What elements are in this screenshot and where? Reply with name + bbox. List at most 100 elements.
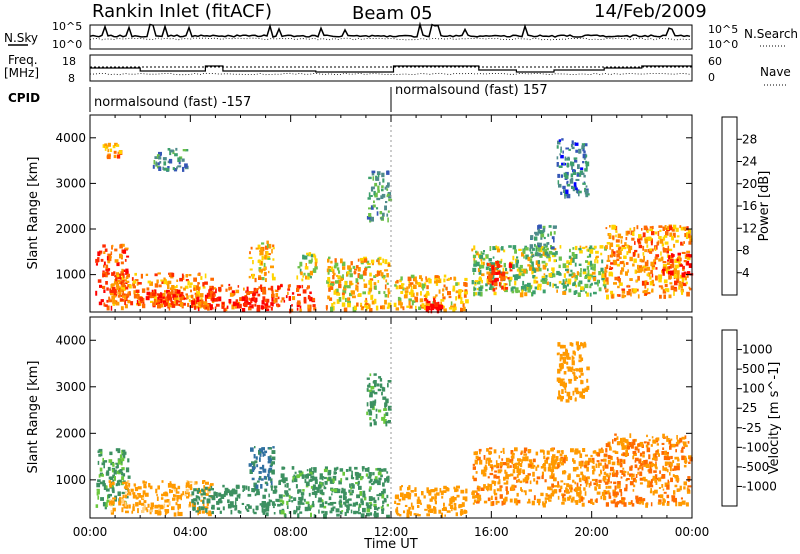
frequency-panel-frame	[89, 54, 693, 82]
echo-cell	[594, 499, 597, 503]
echo-cell	[668, 275, 672, 280]
echo-cell	[607, 475, 611, 478]
echo-cell	[553, 231, 556, 235]
echo-cell	[153, 296, 157, 301]
echo-cell	[372, 419, 376, 422]
echo-cell	[124, 501, 127, 507]
echo-cell	[681, 447, 684, 452]
echo-cell	[666, 438, 670, 442]
echo-cell	[421, 284, 426, 289]
echo-cell	[611, 294, 614, 299]
echo-cell	[638, 244, 643, 249]
echo-cell	[657, 449, 660, 453]
echo-cell	[110, 500, 115, 505]
echo-cell	[97, 257, 100, 262]
echo-cell	[542, 228, 546, 232]
echo-cell	[104, 146, 107, 151]
echo-cell	[393, 302, 397, 307]
echo-cell	[267, 476, 272, 481]
echo-cell	[368, 192, 371, 198]
echo-cell	[677, 264, 680, 268]
echo-cell	[617, 294, 621, 297]
echo-cell	[372, 400, 376, 406]
echo-cell	[552, 273, 556, 278]
echo-cell	[330, 283, 334, 286]
echo-cell	[681, 290, 684, 295]
echo-cell	[489, 460, 493, 463]
echo-cell	[378, 262, 383, 266]
echo-cell	[492, 246, 497, 251]
echo-cell	[601, 259, 604, 264]
echo-cell	[190, 289, 192, 293]
echo-cell	[540, 279, 543, 283]
echo-cell	[110, 256, 112, 259]
echo-cell	[177, 157, 181, 163]
echo-cell	[683, 241, 685, 244]
echo-cell	[411, 292, 415, 298]
echo-cell	[673, 497, 677, 503]
echo-cell	[547, 486, 552, 490]
echo-cell	[123, 451, 127, 455]
echo-cell	[167, 166, 170, 169]
echo-cell	[602, 271, 605, 274]
echo-cell	[231, 304, 235, 310]
echo-cell	[462, 306, 466, 312]
echo-cell	[260, 484, 263, 489]
echo-cell	[377, 388, 382, 392]
echo-cell	[102, 144, 105, 148]
echo-cell	[640, 259, 645, 263]
echo-cell	[99, 467, 103, 472]
echo-cell	[167, 291, 172, 296]
echo-cell	[649, 465, 652, 470]
echo-cell	[655, 466, 658, 470]
echo-cell	[502, 267, 505, 272]
echo-cell	[252, 274, 254, 279]
echo-cell	[275, 489, 278, 493]
echo-cell	[410, 289, 414, 294]
echo-cell	[327, 295, 330, 300]
echo-cell	[649, 481, 653, 486]
echo-cell	[175, 147, 178, 151]
echo-cell	[585, 291, 587, 294]
echo-cell	[193, 284, 195, 288]
echo-cell	[672, 474, 675, 477]
echo-cell	[387, 263, 391, 267]
echo-cell	[454, 497, 457, 501]
echo-cell	[562, 494, 565, 499]
echo-cell	[278, 494, 283, 499]
echo-cell	[563, 371, 567, 375]
echo-cell	[662, 447, 665, 450]
echo-cell	[612, 469, 615, 475]
echo-cell	[103, 302, 106, 307]
echo-cell	[265, 306, 268, 310]
noise-right-tick-top: 10^5	[708, 23, 738, 36]
echo-cell	[571, 272, 575, 276]
echo-cell	[191, 491, 195, 496]
echo-cell	[256, 489, 260, 493]
echo-cell	[292, 476, 295, 481]
echo-cell	[576, 466, 579, 470]
echo-cell	[585, 260, 589, 263]
echo-cell	[607, 233, 610, 236]
echo-cell	[115, 448, 118, 452]
echo-cell	[630, 500, 633, 505]
echo-cell	[567, 156, 570, 160]
echo-cell	[540, 235, 543, 240]
echo-cell	[394, 500, 397, 504]
echo-cell	[575, 149, 579, 153]
echo-cell	[560, 395, 564, 400]
echo-cell	[440, 490, 444, 496]
echo-cell	[171, 506, 175, 511]
echo-cell	[589, 283, 592, 286]
echo-cell	[156, 293, 161, 296]
echo-cell	[453, 486, 456, 490]
echo-cell	[608, 477, 610, 482]
echo-cell	[619, 462, 623, 468]
echo-cell	[648, 461, 653, 465]
echo-cell	[428, 278, 432, 284]
echo-cell	[617, 481, 621, 486]
echo-cell	[661, 442, 665, 445]
echo-cell	[568, 273, 572, 277]
echo-cell	[639, 441, 644, 447]
echo-cell	[491, 270, 496, 276]
